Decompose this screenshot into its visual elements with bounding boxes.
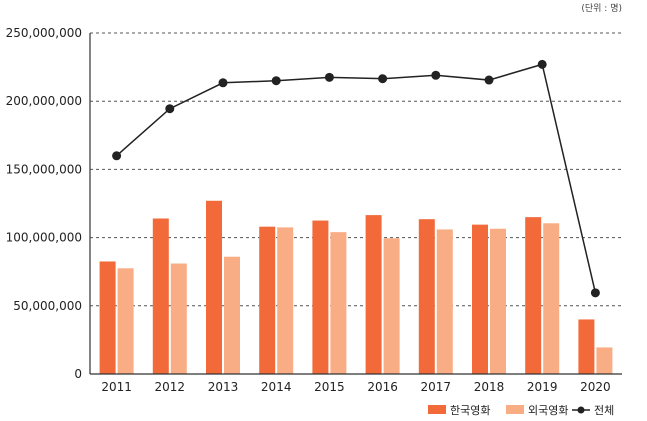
total-line: [112, 59, 600, 298]
x-tick-label: 2011: [101, 380, 132, 394]
total-series-line: [116, 63, 597, 294]
total-point-2018: [484, 75, 494, 85]
bar-korean-2012: [152, 218, 169, 374]
bar-foreign-2014: [277, 227, 294, 374]
total-point-2011: [112, 151, 122, 161]
legend-marker: [577, 406, 585, 414]
total-point-2016: [378, 74, 388, 84]
x-tick-label: 2016: [367, 380, 398, 394]
bar-foreign-2012: [170, 263, 187, 374]
bar-foreign-2016: [383, 238, 400, 374]
y-tick-label: 250,000,000: [6, 26, 82, 40]
x-tick-label: 2014: [261, 380, 292, 394]
bar-foreign-2018: [490, 228, 506, 374]
legend: 한국영화 외국영화 전체: [428, 404, 614, 417]
x-tick-label: 2020: [580, 380, 611, 394]
bar-foreign-2017: [436, 229, 453, 374]
bar-korean-2016: [365, 215, 382, 374]
legend-swatch: [506, 405, 524, 414]
x-tick-label: 2015: [314, 380, 345, 394]
x-tick-label: 2017: [421, 380, 452, 394]
legend-label: 외국영화: [528, 404, 568, 417]
total-point-2013: [218, 78, 228, 88]
bar-korean-2019: [525, 217, 542, 374]
bar-korean-2011: [99, 261, 116, 374]
bar-korean-2013: [206, 200, 222, 374]
legend-swatch: [428, 405, 446, 414]
total-point-2017: [431, 70, 441, 80]
bar-korean-2020: [578, 319, 595, 374]
x-tick-label: 2019: [527, 380, 558, 394]
total-point-2014: [271, 76, 281, 86]
legend-label: 한국영화: [450, 404, 490, 417]
bar-foreign-2011: [117, 268, 134, 374]
x-axis-ticks: 2011 2012 2013 2014 2015 2016 2017 2018 2019 2020: [101, 380, 610, 394]
y-tick-label: 50,000,000: [13, 299, 82, 313]
bar-foreign-2019: [543, 223, 560, 374]
y-tick-label: 200,000,000: [6, 94, 82, 108]
bars: [99, 200, 613, 374]
bar-korean-2017: [418, 219, 435, 374]
total-point-2019: [537, 59, 547, 69]
bar-korean-2014: [259, 226, 276, 374]
y-axis-ticks: 0 50,000,000 100,000,000 150,000,000 200,000…: [6, 26, 82, 381]
unit-label: (단위 : 명): [581, 3, 622, 14]
x-tick-label: 2013: [208, 380, 239, 394]
x-tick-label: 2018: [474, 380, 505, 394]
total-point-2020: [590, 288, 600, 298]
total-point-2015: [324, 72, 334, 82]
gridlines: [90, 32, 622, 307]
total-point-2012: [165, 104, 175, 114]
x-tick-label: 2012: [155, 380, 186, 394]
bar-foreign-2015: [330, 232, 347, 374]
bar-korean-2018: [472, 224, 488, 374]
y-tick-label: 150,000,000: [6, 162, 82, 176]
legend-label: 전체: [594, 404, 614, 417]
y-tick-label: 100,000,000: [6, 231, 82, 245]
bar-korean-2015: [312, 220, 329, 374]
bar-foreign-2013: [224, 256, 240, 374]
bar-foreign-2020: [596, 347, 613, 374]
y-tick-label: 0: [74, 367, 82, 381]
